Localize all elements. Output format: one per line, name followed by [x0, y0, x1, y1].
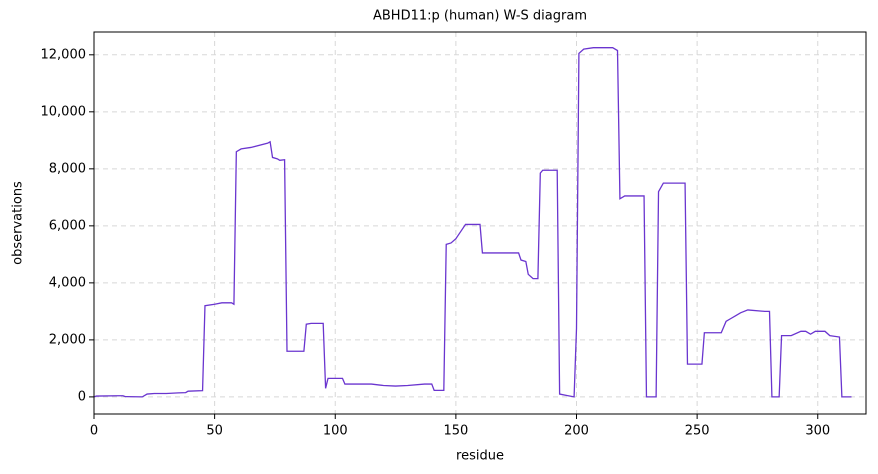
x-tick-label: 0 — [90, 424, 98, 439]
y-tick-label: 6,000 — [49, 218, 86, 233]
x-tick-label: 150 — [443, 424, 468, 439]
plot-frame — [93, 31, 867, 415]
chart-title: ABHD11:p (human) W-S diagram — [373, 9, 587, 24]
x-tick-label: 50 — [206, 424, 223, 439]
y-tick-label: 2,000 — [49, 332, 86, 347]
x-tick-label: 300 — [805, 424, 830, 439]
y-tick-label: 10,000 — [41, 104, 87, 119]
x-axis-label: residue — [456, 449, 504, 464]
y-tick-label: 0 — [78, 389, 86, 404]
y-tick-label: 8,000 — [49, 161, 86, 176]
y-axis-label: observations — [11, 181, 26, 265]
x-tick-label: 200 — [564, 424, 589, 439]
y-tick-label: 12,000 — [41, 47, 87, 62]
x-tick-label: 250 — [685, 424, 710, 439]
data-line — [93, 47, 852, 398]
x-tick-label: 100 — [323, 424, 348, 439]
y-tick-label: 4,000 — [49, 275, 86, 290]
